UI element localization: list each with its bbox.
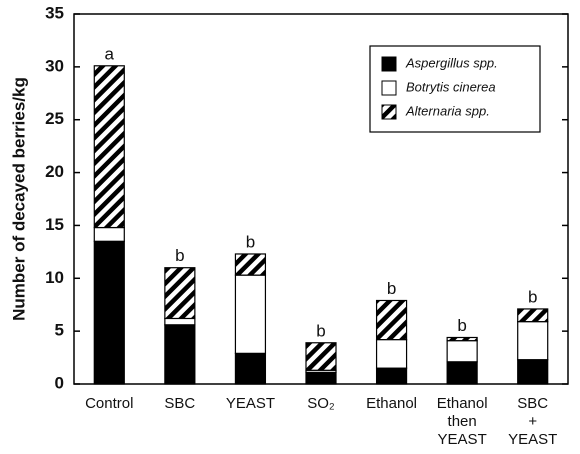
bar-segment [164,317,196,326]
legend-label: Botrytis cinerea [406,79,496,94]
y-axis-label: Number of decayed berries/kg [9,77,28,321]
bar-segment [446,340,478,363]
bar-segment [234,253,267,276]
y-tick-label: 20 [45,162,64,181]
x-tick-label: Ethanol [437,395,488,412]
x-tick-label: then [448,413,477,430]
bar-segment [517,308,549,323]
y-tick-label: 25 [45,109,64,128]
x-tick-label: + [528,413,537,430]
y-tick-label: 35 [45,3,64,22]
x-tick-label: YEAST [438,431,487,448]
annotation: b [246,232,255,251]
annotation: a [105,44,115,63]
bar-segment [305,342,337,371]
bar-segment [164,267,196,320]
legend-label: Alternaria spp. [405,103,490,118]
legend-frame [369,45,541,133]
y-tick-label: 30 [45,56,64,75]
bar-segment [375,339,408,369]
x-tick-label: YEAST [508,431,557,448]
x-tick-label: SBC [517,395,548,412]
y-tick-label: 5 [55,321,64,340]
annotation: b [528,287,537,306]
x-tick-label: YEAST [226,395,275,412]
legend-swatch [381,104,397,120]
annotation: b [387,279,396,298]
annotation: b [316,321,325,340]
x-tick-label: Control [85,395,133,412]
legend-swatch [381,80,397,96]
bar-segment [93,226,125,242]
bar-segment [93,65,125,229]
bar-segment [93,240,125,385]
x-tick-label: SBC [164,395,195,412]
bar-segment [164,324,196,385]
y-tick-label: 0 [55,373,64,392]
x-tick-label: SO₂ [307,395,335,412]
bar-segment [234,274,267,354]
annotation: b [457,316,466,335]
x-tick-label: Ethanol [366,395,417,412]
legend-label: Aspergillus spp. [405,55,498,70]
bar-segment [446,336,478,342]
bar-segment [375,299,408,341]
annotation: b [175,246,184,265]
bar-segment [517,321,549,361]
y-tick-label: 10 [45,268,64,287]
legend-swatch [381,56,397,72]
y-tick-label: 15 [45,215,64,234]
